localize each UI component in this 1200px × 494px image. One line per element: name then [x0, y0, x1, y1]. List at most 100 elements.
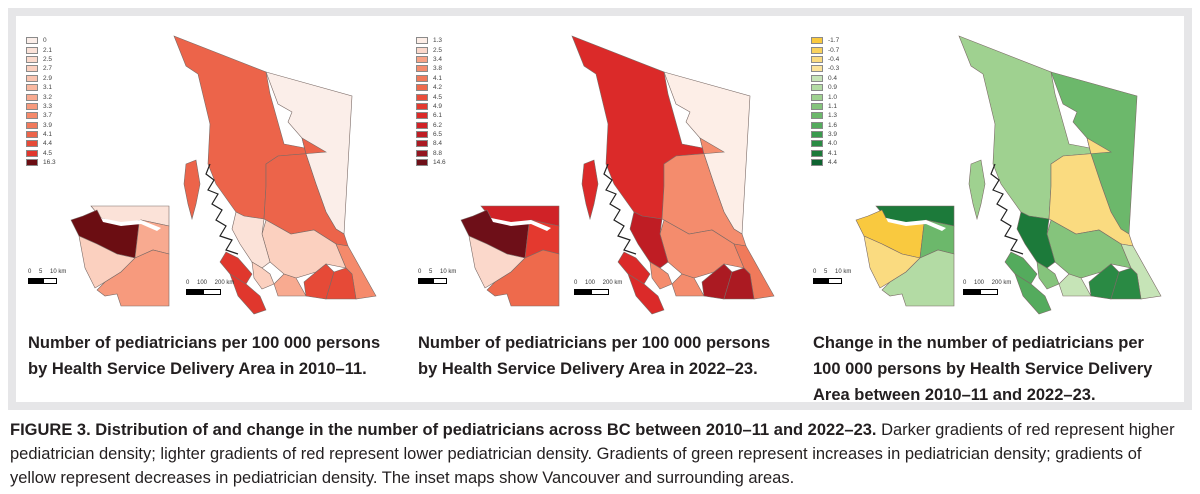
main-scale-labels: 0 100 200 km — [186, 280, 235, 286]
legend-item: 3.1 — [26, 83, 56, 92]
legend-item: 3.9 — [26, 121, 56, 130]
inset-map-vancouver — [70, 205, 170, 307]
map-panel-2010-11: 0 2.1 2.5 2.7 2.9 3.1 3.2 3.3 3.7 3.9 4.1 4.4 4.5 16.… — [16, 16, 406, 402]
legend-item: 2.9 — [26, 74, 56, 83]
region-sunshine — [649, 261, 673, 290]
legend-item: 2.1 — [26, 45, 56, 54]
panel-caption: Change in the number of pediatricians pe… — [813, 334, 1153, 404]
main-map-bc — [571, 35, 775, 315]
legend-label: 3.7 — [43, 112, 53, 120]
legend-item: 4.1 — [416, 74, 446, 83]
legend-label: 3.1 — [43, 84, 53, 92]
legend-item: 4.2 — [416, 83, 446, 92]
main-scale-labels: 0 100 200 km — [574, 280, 623, 286]
legend-item: 3.3 — [26, 102, 56, 111]
legend-label: 2.1 — [43, 46, 53, 54]
legend-label: 6.2 — [433, 121, 443, 129]
scale-segment-white — [829, 278, 842, 284]
legend-swatch — [416, 149, 428, 157]
region-coastal — [1016, 211, 1056, 269]
inset-scale-bar: 0 5 10 km — [813, 269, 851, 284]
legend-label: -0.7 — [828, 46, 840, 54]
scale-segment-black — [186, 289, 204, 295]
region-central — [1048, 137, 1134, 247]
legend-item: 6.5 — [416, 130, 446, 139]
main-map-bc — [958, 35, 1162, 315]
legend-label: 4.5 — [433, 93, 443, 101]
legend-swatch — [811, 65, 823, 73]
legend-swatch — [416, 140, 428, 148]
region-haida — [183, 159, 201, 221]
legend-label: 0.9 — [828, 84, 838, 92]
legend-label: 1.6 — [828, 121, 838, 129]
legend-swatch — [26, 37, 38, 45]
inset-scale-bar: 0 5 10 km — [28, 269, 66, 284]
legend-label: 2.9 — [43, 74, 53, 82]
legend-label: 3.3 — [43, 102, 53, 110]
legend-label: 2.5 — [43, 55, 53, 63]
main-scale-labels: 0 100 200 km — [963, 280, 1012, 286]
legend-swatch — [811, 121, 823, 129]
legend-label: 3.9 — [43, 121, 53, 129]
legend-swatch — [811, 149, 823, 157]
legend-item: 3.8 — [416, 64, 446, 73]
legend-swatch — [26, 149, 38, 157]
scale-segment-white — [981, 289, 998, 295]
legend-swatch — [416, 37, 428, 45]
region-island-south — [627, 273, 665, 315]
region-haida — [581, 159, 599, 221]
legend-item: 2.7 — [26, 64, 56, 73]
region-coastal — [629, 211, 669, 269]
legend-label: 4.0 — [828, 140, 838, 148]
legend-swatch — [26, 159, 38, 167]
legend-swatch — [416, 93, 428, 101]
legend-item: 0.4 — [811, 74, 839, 83]
figure-caption-body: Darker gradients of red represent higher… — [10, 421, 1175, 487]
legend-label: 6.5 — [433, 131, 443, 139]
inset-scale-labels: 0 5 10 km — [813, 269, 852, 275]
legend-swatch — [811, 112, 823, 120]
legend-label: -0.3 — [828, 65, 840, 73]
inset-scale-labels: 0 5 10 km — [418, 269, 457, 275]
panel-caption: Number of pediatricians per 100 000 pers… — [418, 334, 771, 378]
scale-segment-black — [574, 289, 592, 295]
legend-item: 1.3 — [416, 36, 446, 45]
legend-swatch — [26, 46, 38, 54]
legend-swatch — [26, 65, 38, 73]
legend-item: 1.1 — [811, 102, 839, 111]
legend-item: 3.7 — [26, 111, 56, 120]
inlet-water — [886, 218, 946, 231]
legend-item: 4.1 — [811, 149, 839, 158]
legend-item: 3.4 — [416, 55, 446, 64]
legend-label: 8.8 — [433, 149, 443, 157]
legend-label: 16.3 — [43, 159, 56, 167]
legend: -1.7 -0.7 -0.4 -0.3 0.4 0.9 1.0 1.1 1.3 1.6 3.9 4.0… — [811, 36, 839, 167]
region-island-south — [1014, 273, 1052, 315]
region-east-kootenay — [723, 267, 755, 300]
legend-item: 8.4 — [416, 139, 446, 148]
legend-swatch — [26, 131, 38, 139]
region-central — [263, 137, 349, 247]
legend-swatch — [416, 159, 428, 167]
coastline — [205, 163, 239, 255]
figure-caption: FIGURE 3. Distribution of and change in … — [10, 418, 1190, 490]
inlet-water — [101, 218, 161, 231]
legend-label: 4.4 — [43, 140, 53, 148]
legend-swatch — [26, 55, 38, 63]
legend-swatch — [811, 102, 823, 110]
main-map-bc — [173, 35, 377, 315]
legend-swatch — [26, 74, 38, 82]
legend-label: 3.8 — [433, 65, 443, 73]
legend-swatch — [811, 46, 823, 54]
scale-segment-black — [813, 278, 829, 284]
legend-label: 4.4 — [828, 159, 838, 167]
scale-segment-black — [963, 289, 981, 295]
legend-item: 8.8 — [416, 149, 446, 158]
legend-item: 4.5 — [26, 149, 56, 158]
inset-region-fraser — [486, 249, 560, 307]
main-scale-bar: 0 100 200 km — [574, 280, 622, 295]
legend-label: 2.5 — [433, 46, 443, 54]
legend-label: 4.5 — [43, 149, 53, 157]
coastline — [990, 163, 1024, 255]
scale-segment-black — [28, 278, 44, 284]
